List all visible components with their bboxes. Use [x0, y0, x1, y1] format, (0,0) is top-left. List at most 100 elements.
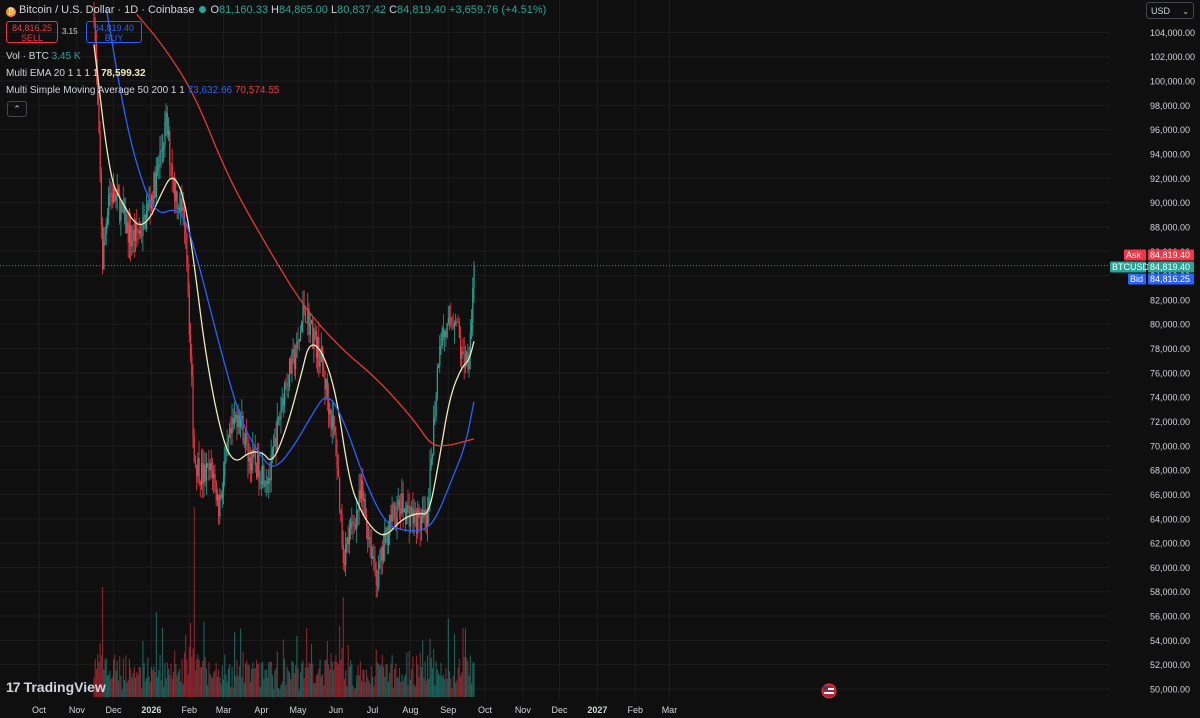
- volume-bar: [391, 654, 393, 697]
- volume-bar: [319, 659, 321, 697]
- candle: [122, 186, 125, 214]
- candle: [113, 173, 115, 205]
- volume-bar: [363, 670, 365, 697]
- candle: [168, 117, 170, 141]
- currency-select[interactable]: USD ⌄: [1146, 2, 1194, 19]
- volume-bar: [117, 680, 120, 697]
- volume-bar: [196, 659, 198, 697]
- candle: [203, 450, 205, 498]
- volume-bar: [428, 678, 430, 697]
- open-label: O: [210, 4, 220, 16]
- candle: [280, 396, 282, 434]
- volume-bar: [303, 677, 305, 697]
- volume-bar: [166, 662, 168, 697]
- collapse-legend-button[interactable]: ⌃: [7, 101, 27, 117]
- candle: [194, 455, 197, 469]
- volume-bar: [402, 681, 404, 697]
- price-tick-label: 78,000.00: [1150, 344, 1190, 354]
- us-flag-icon[interactable]: [821, 683, 837, 699]
- sell-button[interactable]: 84,816.25 SELL: [6, 21, 58, 43]
- volume-bar: [191, 656, 193, 697]
- ema-indicator-legend[interactable]: Multi EMA 20 1 1 1 1 78,599.32: [6, 68, 146, 79]
- volume-bar: [335, 654, 337, 697]
- candle: [117, 184, 120, 196]
- candle: [98, 90, 100, 135]
- volume-bar: [180, 681, 182, 697]
- candle: [244, 428, 247, 455]
- candle: [264, 480, 266, 493]
- open-value: 81,160.33: [219, 4, 268, 16]
- candlesticks: [93, 2, 475, 599]
- volume-bar: [367, 676, 369, 697]
- sma-label: Multi Simple Moving Average 50 200 1 1: [6, 85, 185, 96]
- candle: [368, 525, 370, 548]
- volume-bar: [383, 666, 385, 697]
- volume-bar: [342, 597, 344, 697]
- candle: [320, 332, 322, 363]
- candle: [131, 225, 133, 256]
- volume-bar: [306, 627, 308, 697]
- candle: [132, 224, 134, 254]
- volume-bar: [154, 671, 156, 697]
- volume-bar: [334, 661, 336, 697]
- volume-bar: [359, 661, 361, 697]
- time-tick-label: 2026: [141, 705, 161, 715]
- volume-bar: [364, 682, 366, 697]
- candle: [303, 290, 305, 316]
- volume-bar: [127, 679, 129, 697]
- candle: [460, 326, 462, 367]
- volume-bar: [263, 679, 265, 697]
- volume-bar: [314, 683, 316, 697]
- volume-bar: [288, 672, 291, 697]
- volume-indicator-legend[interactable]: Vol · BTC 3.45 K: [6, 51, 81, 62]
- volume-bar: [436, 669, 438, 697]
- volume-bar: [310, 644, 313, 697]
- buy-button[interactable]: 84,819.40 BUY: [86, 21, 142, 43]
- volume-bar: [460, 675, 462, 697]
- tradingview-branding[interactable]: 17 TradingView: [6, 679, 106, 695]
- candle: [97, 58, 99, 106]
- candle: [381, 540, 384, 575]
- candle: [137, 228, 139, 245]
- chevron-down-icon: ⌄: [1182, 7, 1189, 16]
- volume-bar: [422, 640, 424, 697]
- candle: [175, 178, 177, 214]
- candle: [398, 495, 401, 520]
- candle: [146, 194, 148, 232]
- candle: [361, 473, 363, 507]
- volume-bar: [190, 622, 192, 697]
- candle: [312, 316, 314, 350]
- volume-bar: [285, 685, 287, 697]
- last-tag-value-bg: [1148, 261, 1194, 273]
- volume-bar: [114, 654, 116, 697]
- volume-bar: [280, 684, 282, 697]
- volume-bar: [362, 669, 364, 697]
- price-tick-label: 50,000.00: [1150, 685, 1190, 695]
- candle: [436, 363, 439, 401]
- volume-bar: [408, 651, 410, 697]
- candle: [230, 416, 232, 445]
- volume-bar: [434, 685, 436, 697]
- candle: [352, 514, 354, 540]
- volume-bar: [446, 678, 448, 697]
- time-tick-label: Nov: [69, 705, 86, 715]
- sma-indicator-legend[interactable]: Multi Simple Moving Average 50 200 1 1 7…: [6, 85, 279, 96]
- volume-bar: [224, 654, 226, 697]
- volume-bar: [390, 663, 392, 697]
- candle: [103, 227, 105, 271]
- volume-bar: [185, 635, 187, 697]
- volume-bar: [218, 669, 220, 697]
- candle: [411, 500, 413, 517]
- volume-bar: [254, 667, 256, 697]
- candle: [290, 355, 292, 375]
- symbol-title[interactable]: Bitcoin / U.S. Dollar · 1D · Coinbase: [19, 4, 195, 16]
- bitcoin-icon: ₿: [6, 7, 16, 17]
- volume-bar: [317, 673, 319, 697]
- volume-bar: [137, 674, 139, 697]
- volume-bar: [397, 677, 399, 697]
- candle: [456, 318, 458, 327]
- volume-bar: [354, 688, 357, 697]
- candle: [164, 110, 166, 158]
- volume-bar: [135, 677, 137, 697]
